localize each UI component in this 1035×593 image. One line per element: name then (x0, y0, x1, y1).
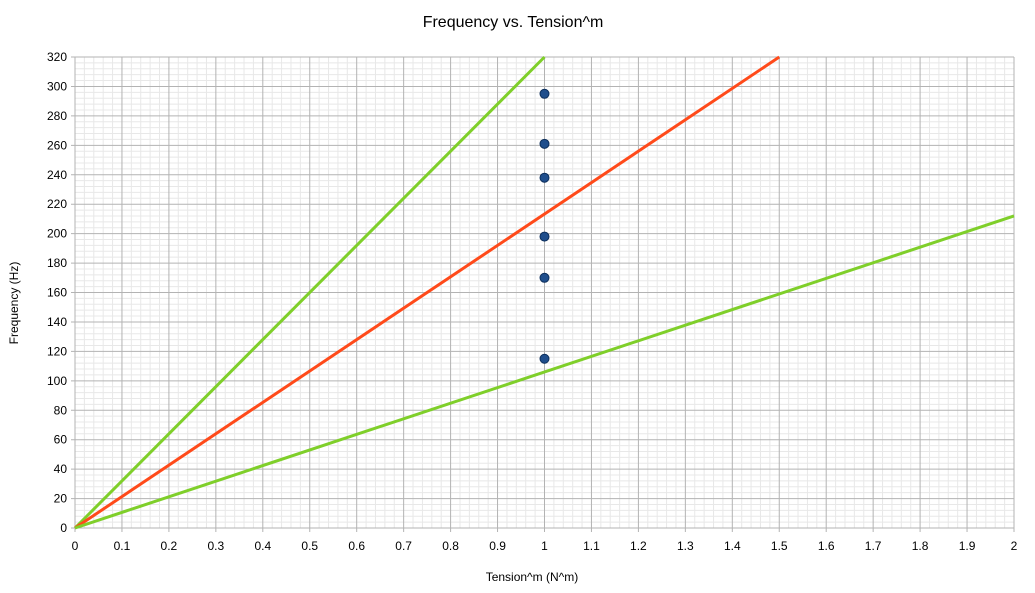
x-tick-label: 0.2 (161, 539, 178, 553)
data-point (539, 138, 550, 149)
series-line-3 (74, 214, 1015, 530)
x-tick-label: 2 (1011, 539, 1018, 553)
x-tick-label: 0.5 (301, 539, 318, 553)
y-tick-label: 180 (47, 256, 67, 270)
x-tick-label: 0.1 (114, 539, 131, 553)
y-axis-label: Frequency (Hz) (7, 262, 21, 345)
y-tick-label: 80 (54, 403, 68, 417)
y-tick-label: 160 (47, 286, 67, 300)
y-tick-label: 40 (54, 462, 68, 476)
series-layer (73, 55, 1015, 530)
x-tick-label: 1.4 (724, 539, 741, 553)
data-point (539, 172, 550, 183)
x-tick-label: 0.7 (395, 539, 412, 553)
x-tick-label: 0.3 (208, 539, 225, 553)
y-tick-label: 220 (47, 197, 67, 211)
x-tick-label: 1.3 (677, 539, 694, 553)
y-tick-label: 240 (47, 168, 67, 182)
x-tick-label: 1.8 (912, 539, 929, 553)
y-tick-label: 120 (47, 344, 67, 358)
y-tick-label: 140 (47, 315, 67, 329)
data-point (539, 272, 550, 283)
data-point (539, 88, 550, 99)
x-tick-label: 1.6 (818, 539, 835, 553)
x-tick-label: 0.9 (489, 539, 506, 553)
x-tick-label: 0 (72, 539, 79, 553)
y-tick-label: 20 (54, 492, 68, 506)
x-tick-label: 1.5 (771, 539, 788, 553)
x-tick-label: 0.8 (442, 539, 459, 553)
x-tick-label: 0.4 (254, 539, 271, 553)
y-tick-label: 260 (47, 138, 67, 152)
x-tick-label: 1.1 (583, 539, 600, 553)
x-tick-label: 1.9 (959, 539, 976, 553)
data-point (539, 231, 550, 242)
x-tick-label: 0.6 (348, 539, 365, 553)
y-tick-label: 300 (47, 79, 67, 93)
y-tick-label: 100 (47, 374, 67, 388)
y-tick-label: 280 (47, 109, 67, 123)
chart-title: Frequency vs. Tension^m (423, 14, 604, 31)
series-line-2 (74, 55, 781, 530)
grid (71, 56, 1015, 532)
x-tick-label: 1.7 (865, 539, 882, 553)
x-axis-label: Tension^m (N^m) (486, 570, 579, 584)
y-tick-label: 200 (47, 227, 67, 241)
tick-labels: 0 0.1 0.2 0.3 0.4 0.5 0.6 0.7 0.8 0.9 1 1.1 1.2 1.3 1.… (47, 50, 1018, 553)
y-tick-label: 0 (60, 521, 67, 535)
series-line-1 (73, 55, 546, 530)
x-tick-label: 1 (541, 539, 548, 553)
data-point (539, 353, 550, 364)
y-tick-label: 320 (47, 50, 67, 64)
x-tick-label: 1.2 (630, 539, 647, 553)
y-tick-label: 60 (54, 433, 68, 447)
